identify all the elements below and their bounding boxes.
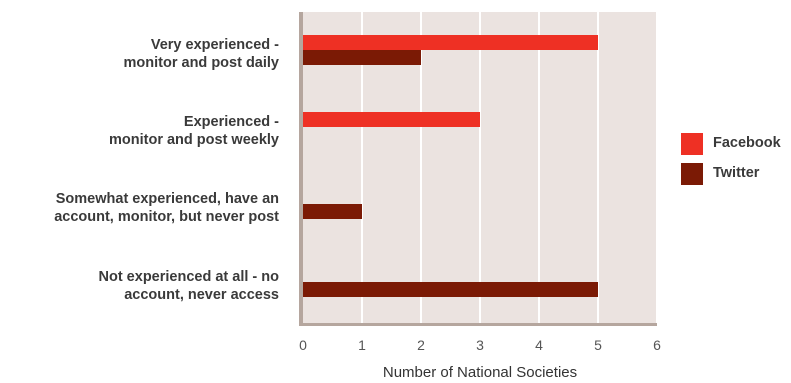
category-label: Somewhat experienced, have an account, m…	[54, 191, 279, 225]
x-tick-labels: 0 1 2 3 4 5 6	[299, 337, 661, 353]
bar-facebook	[303, 35, 598, 50]
legend-swatch-facebook	[681, 133, 703, 155]
bar-facebook	[303, 112, 480, 127]
legend-swatch-twitter	[681, 163, 703, 185]
x-axis-title: Number of National Societies	[383, 364, 577, 381]
category-label: Experienced - monitor and post weekly	[109, 114, 279, 148]
bar-twitter	[303, 204, 362, 219]
x-tick-label: 3	[476, 337, 484, 353]
x-tick-label: 5	[594, 337, 602, 353]
bars	[303, 35, 598, 297]
x-tick-label: 2	[417, 337, 425, 353]
bar-twitter	[303, 282, 598, 297]
x-tick-label: 1	[358, 337, 366, 353]
x-tick-label: 0	[299, 337, 307, 353]
x-tick-label: 4	[535, 337, 543, 353]
category-label: Not experienced at all - no account, nev…	[98, 269, 280, 303]
category-label: Very experienced - monitor and post dail…	[123, 37, 279, 71]
bar-twitter	[303, 50, 421, 65]
legend-label: Twitter	[713, 165, 760, 181]
legend-label: Facebook	[713, 135, 781, 151]
x-tick-label: 6	[653, 337, 661, 353]
